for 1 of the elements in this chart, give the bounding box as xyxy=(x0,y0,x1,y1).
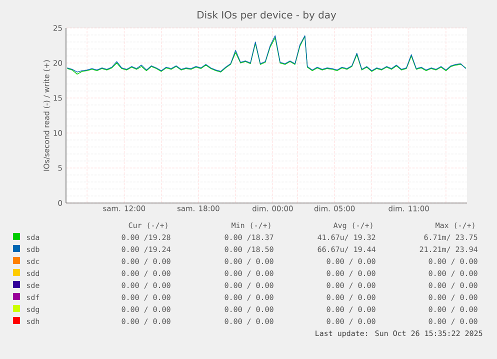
chart-title: Disk IOs per device - by day xyxy=(198,10,336,21)
